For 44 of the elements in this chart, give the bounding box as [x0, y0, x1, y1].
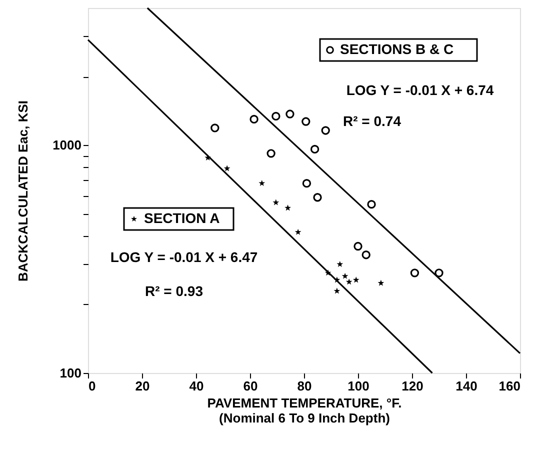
point: [250, 114, 258, 124]
point: [272, 112, 280, 121]
x-tick-label: 100: [348, 378, 370, 394]
annotation: LOG Y = -0.01 X + 6.47: [110, 249, 258, 265]
point: [346, 278, 352, 285]
x-tick-label: 120: [402, 378, 424, 394]
point: [224, 165, 230, 172]
point: [266, 149, 276, 158]
point: [272, 199, 280, 206]
point: [313, 193, 322, 202]
point: [336, 260, 344, 268]
annotation: R² = 0.74: [343, 113, 402, 129]
point: [334, 288, 340, 294]
point: [302, 179, 312, 188]
point: [352, 276, 360, 283]
x-tick-label: 80: [297, 378, 312, 394]
point: [294, 228, 302, 235]
point: [210, 124, 220, 132]
point: [310, 144, 320, 154]
x-tick-label: 140: [456, 378, 478, 394]
annotation: R² = 0.93: [145, 283, 204, 299]
legend-label: SECTIONS B & C: [340, 41, 454, 57]
x-axis-title: PAVEMENT TEMPERATURE, °F. (Nominal 6 To 9 Inch Depth): [207, 396, 402, 426]
legend-label: SECTION A: [144, 210, 220, 226]
point: [362, 250, 370, 260]
point: [286, 110, 294, 118]
point: [410, 268, 420, 278]
annotation: LOG Y = -0.01 X + 6.74: [346, 82, 494, 98]
x-tick-label: 160: [498, 378, 520, 394]
point: [378, 280, 384, 286]
point: [434, 268, 444, 278]
point: [321, 126, 330, 135]
y-tick-label: 1000: [52, 138, 82, 153]
x-tick-label: 0: [88, 378, 96, 394]
point: [354, 242, 362, 251]
point: [367, 200, 376, 209]
point: [284, 204, 291, 211]
point: [342, 272, 348, 279]
x-tick-label: 40: [189, 378, 204, 394]
point: [258, 180, 266, 186]
x-tick-label: 60: [243, 378, 258, 394]
y-axis-title: BACKCALCULATED Eac, KSI: [16, 100, 31, 282]
point: [302, 117, 310, 126]
x-tick-label: 20: [135, 378, 150, 394]
